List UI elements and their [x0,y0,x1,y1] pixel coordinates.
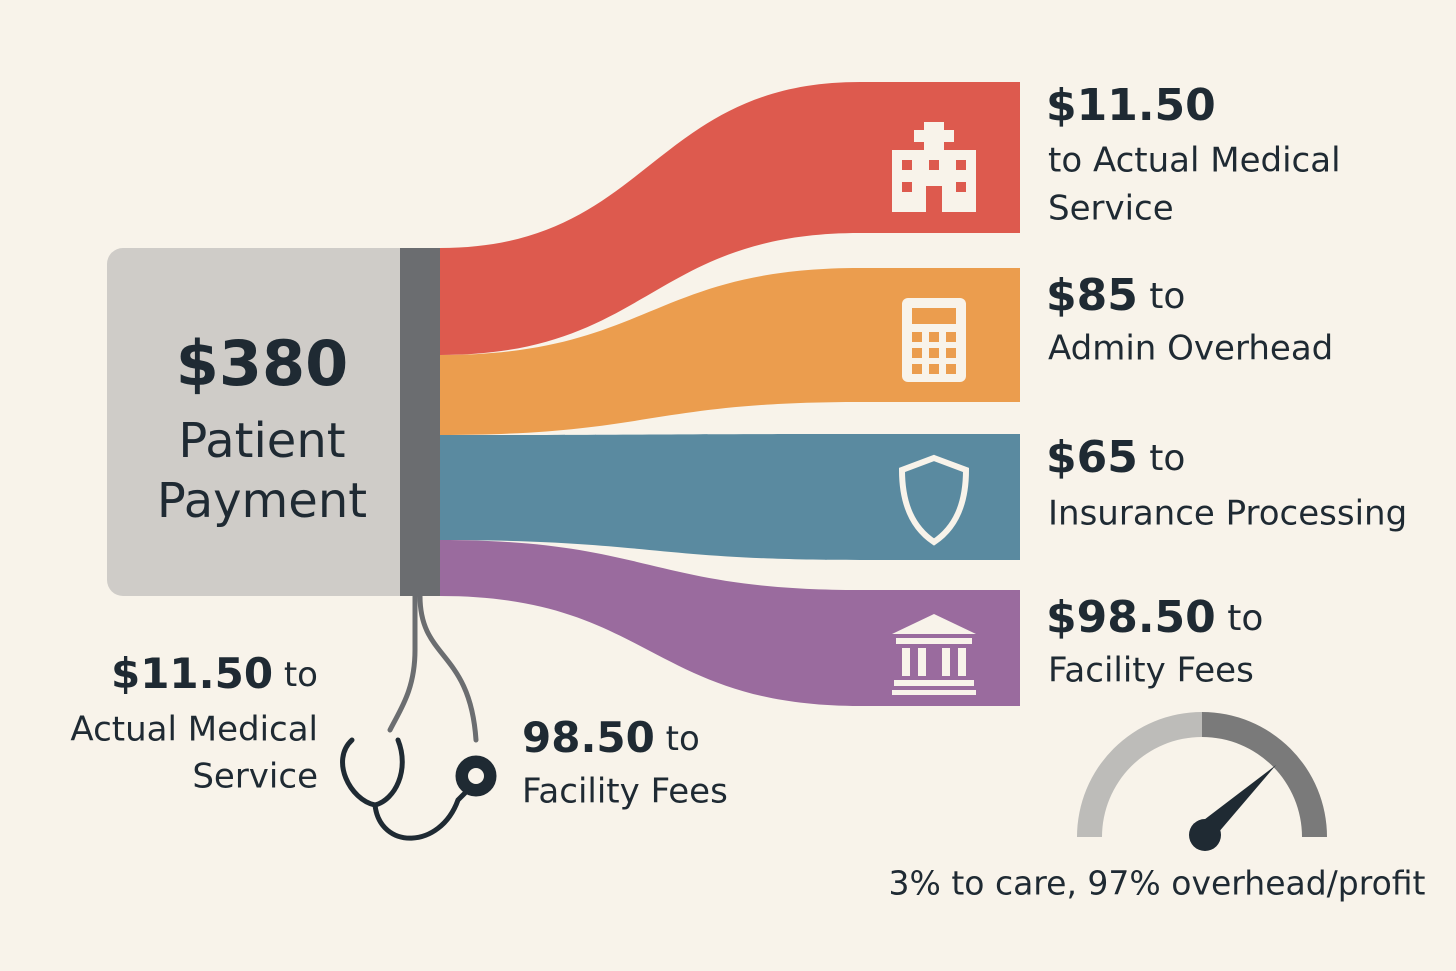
flow-label: Insurance Processing [1048,494,1407,534]
amount-line: $85 to [1046,270,1185,321]
flow-band [440,434,1020,560]
gauge-hub [1189,819,1221,851]
flow-label: Service [1048,189,1174,229]
amount-line: 98.50 to [522,713,700,762]
flow-label: Facility Fees [1048,651,1254,691]
amount-line: $65 to [1046,432,1185,483]
source-amount: $380 [176,327,349,400]
callout-label: Actual Medical [70,710,318,750]
source-bar [400,248,440,596]
callout-label: Service [192,757,318,797]
amount: 98.50 [522,713,655,762]
hospital-icon [892,122,976,212]
shield-icon [898,454,970,546]
flow-band [440,540,1020,706]
gauge-right [1202,712,1327,837]
amount-line: $11.50 [1046,80,1216,131]
amount-suffix: to [1216,598,1264,639]
flow-band [440,268,1020,435]
source-label: Payment [157,473,367,529]
amount: $11.50 [111,649,273,698]
stethoscope [340,593,497,841]
callout-label: Facility Fees [522,772,728,812]
source-box [107,248,427,596]
flow-label: to Actual Medical [1048,141,1341,181]
bank-icon [892,614,976,695]
gauge-left [1077,712,1202,837]
flow-band [440,82,1020,355]
amount-suffix: to [273,655,318,695]
source-label: Patient [178,413,345,469]
gauge-caption: 3% to care, 97% overhead/profit [888,864,1425,903]
amount-line: $11.50 to [111,649,318,698]
amount-suffix: to [655,719,700,759]
amount: $98.50 [1046,592,1216,643]
amount-suffix: to [1138,438,1186,479]
amount: $65 [1046,432,1138,483]
calculator-icon [902,298,966,382]
amount-suffix: to [1138,276,1186,317]
amount: $11.50 [1046,80,1216,131]
gauge-needle [1196,765,1276,840]
flow-label: Admin Overhead [1048,329,1333,369]
amount: $85 [1046,270,1138,321]
amount-line: $98.50 to [1046,592,1263,643]
